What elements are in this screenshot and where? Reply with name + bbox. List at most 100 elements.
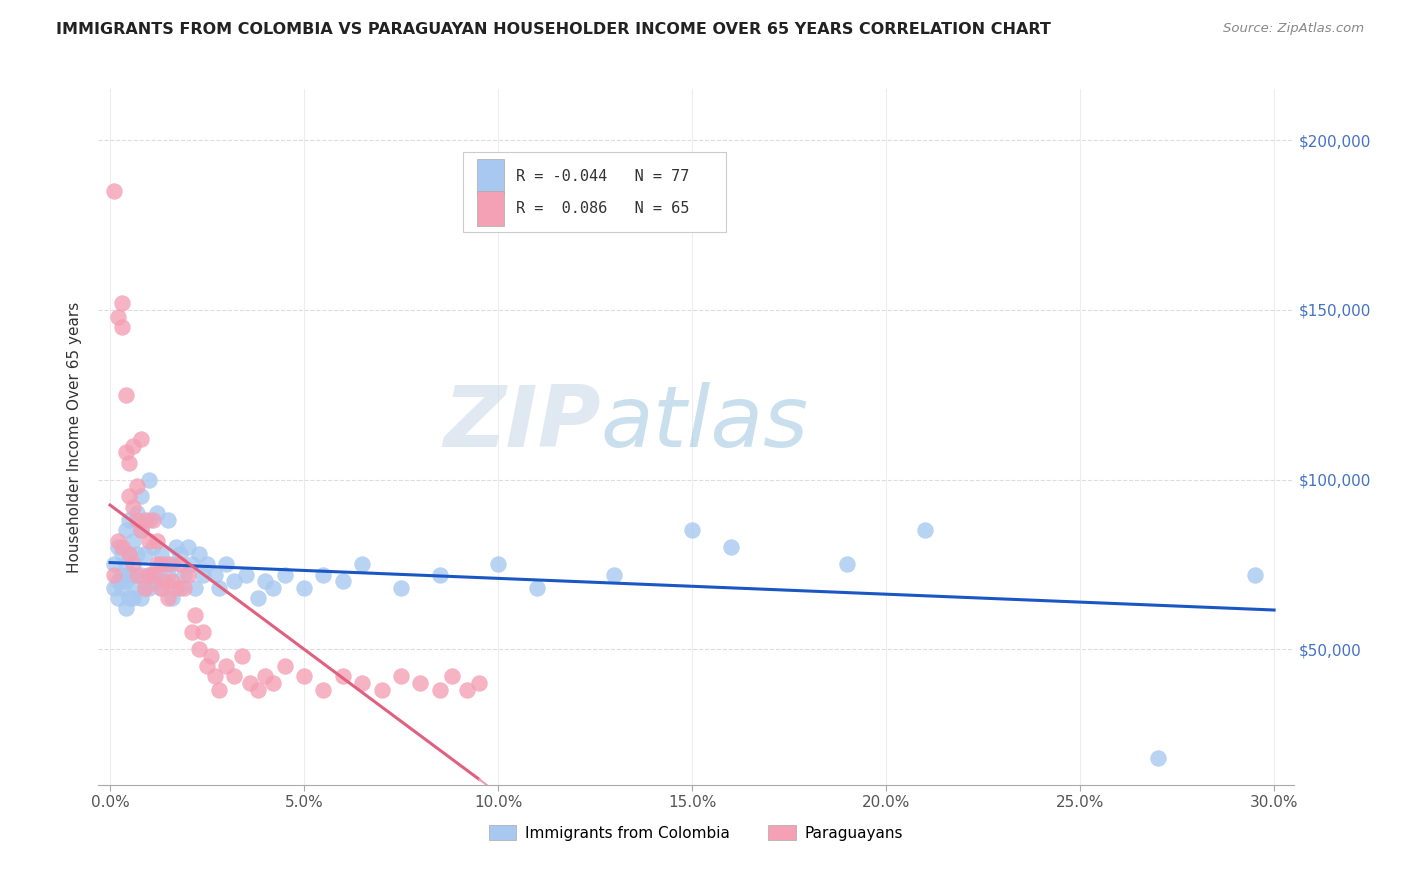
Point bbox=[204, 567, 226, 582]
Point bbox=[1146, 751, 1168, 765]
Point bbox=[127, 567, 149, 582]
Point bbox=[129, 591, 152, 606]
Point bbox=[208, 581, 231, 595]
Point bbox=[129, 432, 152, 446]
Point bbox=[111, 541, 134, 555]
Point bbox=[122, 558, 145, 572]
Point bbox=[153, 558, 176, 572]
Point bbox=[129, 490, 152, 504]
Point bbox=[231, 648, 253, 663]
Text: Source: ZipAtlas.com: Source: ZipAtlas.com bbox=[1223, 22, 1364, 36]
Point bbox=[111, 581, 134, 595]
Point bbox=[332, 669, 354, 683]
Point bbox=[103, 567, 125, 582]
Point bbox=[273, 659, 295, 673]
Point bbox=[111, 547, 134, 561]
Point bbox=[103, 184, 125, 198]
Point bbox=[169, 547, 191, 561]
Point bbox=[149, 558, 172, 572]
Point bbox=[157, 567, 180, 582]
Point bbox=[224, 669, 246, 683]
Point bbox=[107, 541, 129, 555]
Point bbox=[720, 541, 742, 555]
Point bbox=[118, 547, 141, 561]
Legend: Immigrants from Colombia, Paraguayans: Immigrants from Colombia, Paraguayans bbox=[482, 819, 910, 847]
Point bbox=[118, 567, 141, 582]
Point bbox=[118, 591, 141, 606]
Point bbox=[160, 558, 183, 572]
Point bbox=[127, 581, 149, 595]
FancyBboxPatch shape bbox=[463, 152, 725, 232]
Point bbox=[254, 574, 277, 589]
Point bbox=[118, 547, 141, 561]
Point bbox=[129, 524, 152, 538]
Point bbox=[169, 581, 191, 595]
Point bbox=[129, 524, 152, 538]
Point bbox=[262, 676, 284, 690]
Point bbox=[352, 558, 374, 572]
Point bbox=[292, 581, 315, 595]
Point bbox=[142, 541, 165, 555]
Point bbox=[486, 558, 509, 572]
Point bbox=[215, 558, 238, 572]
Point bbox=[142, 574, 165, 589]
Point bbox=[122, 533, 145, 548]
Point bbox=[389, 581, 412, 595]
Point bbox=[681, 524, 703, 538]
Point bbox=[114, 601, 136, 615]
Point bbox=[456, 682, 478, 697]
Point bbox=[173, 567, 195, 582]
Point bbox=[149, 581, 172, 595]
Point bbox=[224, 574, 246, 589]
Point bbox=[134, 581, 156, 595]
Point bbox=[134, 513, 156, 527]
Point bbox=[180, 558, 202, 572]
Point bbox=[195, 659, 218, 673]
Point bbox=[188, 642, 211, 657]
Point bbox=[176, 541, 198, 555]
Y-axis label: Householder Income Over 65 years: Householder Income Over 65 years bbox=[67, 301, 83, 573]
Point bbox=[142, 513, 165, 527]
Point bbox=[193, 567, 215, 582]
Point bbox=[157, 513, 180, 527]
Point bbox=[165, 581, 187, 595]
Bar bbox=[477, 192, 503, 227]
Point bbox=[180, 625, 202, 640]
Point bbox=[184, 608, 207, 623]
Point bbox=[184, 581, 207, 595]
Point bbox=[193, 625, 215, 640]
Point bbox=[837, 558, 859, 572]
Point bbox=[352, 676, 374, 690]
Point bbox=[138, 533, 160, 548]
Point bbox=[127, 479, 149, 493]
Point bbox=[103, 581, 125, 595]
Point bbox=[312, 682, 335, 697]
Text: R = -0.044   N = 77: R = -0.044 N = 77 bbox=[516, 169, 689, 184]
Point bbox=[122, 500, 145, 514]
Point bbox=[1243, 567, 1265, 582]
Point bbox=[138, 513, 160, 527]
Point bbox=[204, 669, 226, 683]
Point bbox=[200, 648, 222, 663]
Point bbox=[111, 319, 134, 334]
Point bbox=[114, 387, 136, 401]
Point bbox=[114, 574, 136, 589]
Point bbox=[440, 669, 463, 683]
Point bbox=[914, 524, 936, 538]
Point bbox=[370, 682, 392, 697]
Point bbox=[149, 547, 172, 561]
Point bbox=[111, 567, 134, 582]
Point bbox=[142, 567, 165, 582]
Text: atlas: atlas bbox=[600, 382, 808, 465]
Point bbox=[122, 591, 145, 606]
Point bbox=[188, 547, 211, 561]
Point bbox=[145, 567, 167, 582]
Point bbox=[160, 574, 183, 589]
Text: IMMIGRANTS FROM COLOMBIA VS PARAGUAYAN HOUSEHOLDER INCOME OVER 65 YEARS CORRELAT: IMMIGRANTS FROM COLOMBIA VS PARAGUAYAN H… bbox=[56, 22, 1052, 37]
Point bbox=[429, 682, 451, 697]
Point bbox=[239, 676, 262, 690]
Point bbox=[145, 558, 167, 572]
Point bbox=[409, 676, 432, 690]
Point bbox=[467, 676, 489, 690]
Point bbox=[169, 558, 191, 572]
